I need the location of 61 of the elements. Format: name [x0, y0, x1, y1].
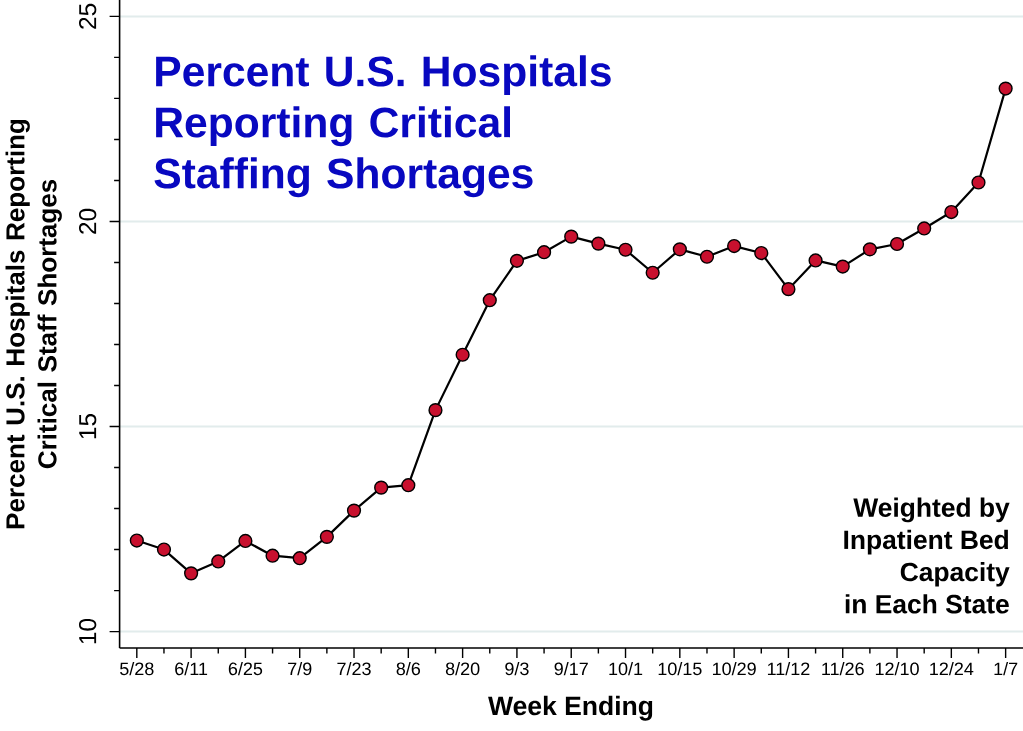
point [482, 293, 497, 308]
y-tick-label: 15 [79, 413, 97, 439]
point [346, 503, 362, 518]
point [211, 554, 226, 569]
x-tick-label: 9/17 [554, 661, 588, 676]
annotation: in Each State [845, 594, 1009, 614]
point [564, 229, 579, 244]
annotation: Inpatient Bed [844, 529, 1008, 555]
y-tick-label: 10 [78, 618, 97, 644]
x-axis-title: Week Ending [488, 695, 653, 721]
x-tick-label: 10/29 [712, 661, 756, 676]
point [727, 238, 742, 254]
x-tick-label: 7/9 [288, 661, 312, 676]
text: Percent U.S. Hospitals Reporting Critical Staffing Shortages [154, 55, 611, 198]
point [156, 542, 172, 557]
point [944, 204, 959, 220]
x-tick-label: 12/10 [875, 661, 919, 676]
annotation: Weighted by [853, 497, 1010, 523]
point [618, 242, 633, 257]
point [835, 259, 850, 274]
x-tick-label: 1/7 [994, 661, 1018, 676]
point [319, 529, 334, 544]
point [509, 253, 525, 268]
point [401, 478, 416, 493]
y-tick-label: 20 [78, 208, 97, 234]
point [862, 242, 877, 257]
x-tick-label: 6/11 [175, 661, 208, 676]
x-tick-label: 5/28 [120, 661, 154, 676]
point [374, 480, 389, 495]
point [781, 282, 796, 297]
point [292, 551, 307, 566]
x-tick-label: 9/3 [505, 661, 529, 676]
x-tick-label: 6/25 [228, 661, 263, 676]
x-tick-label: 11/26 [822, 661, 864, 676]
point [808, 253, 823, 268]
x-tick-label: 10/15 [658, 661, 702, 676]
point [645, 265, 660, 280]
x-tick-label: 12/24 [930, 661, 974, 676]
point [265, 548, 280, 563]
x-tick-label: 8/6 [396, 661, 421, 676]
x-tick-label: 7/23 [337, 661, 371, 676]
point [754, 245, 769, 261]
x-tick-label: 8/20 [445, 661, 480, 676]
point [889, 236, 905, 252]
y-tick-label: 25 [78, 3, 97, 29]
point [971, 175, 986, 190]
point [917, 221, 932, 236]
x-tick-label: 10/1 [609, 661, 643, 676]
point [699, 249, 715, 264]
point [998, 81, 1013, 96]
y-axis-title: Percent U.S. Hospitals Reporting Critical Staff Shortages [5, 119, 62, 529]
point [536, 245, 552, 260]
point [455, 347, 470, 362]
point [129, 533, 144, 548]
annotation: Capacity [900, 561, 1010, 587]
point [672, 242, 687, 257]
point [238, 533, 253, 549]
point [428, 403, 443, 418]
x-tick-label: 11/12 [767, 661, 810, 676]
point [184, 566, 199, 581]
point [591, 236, 606, 251]
